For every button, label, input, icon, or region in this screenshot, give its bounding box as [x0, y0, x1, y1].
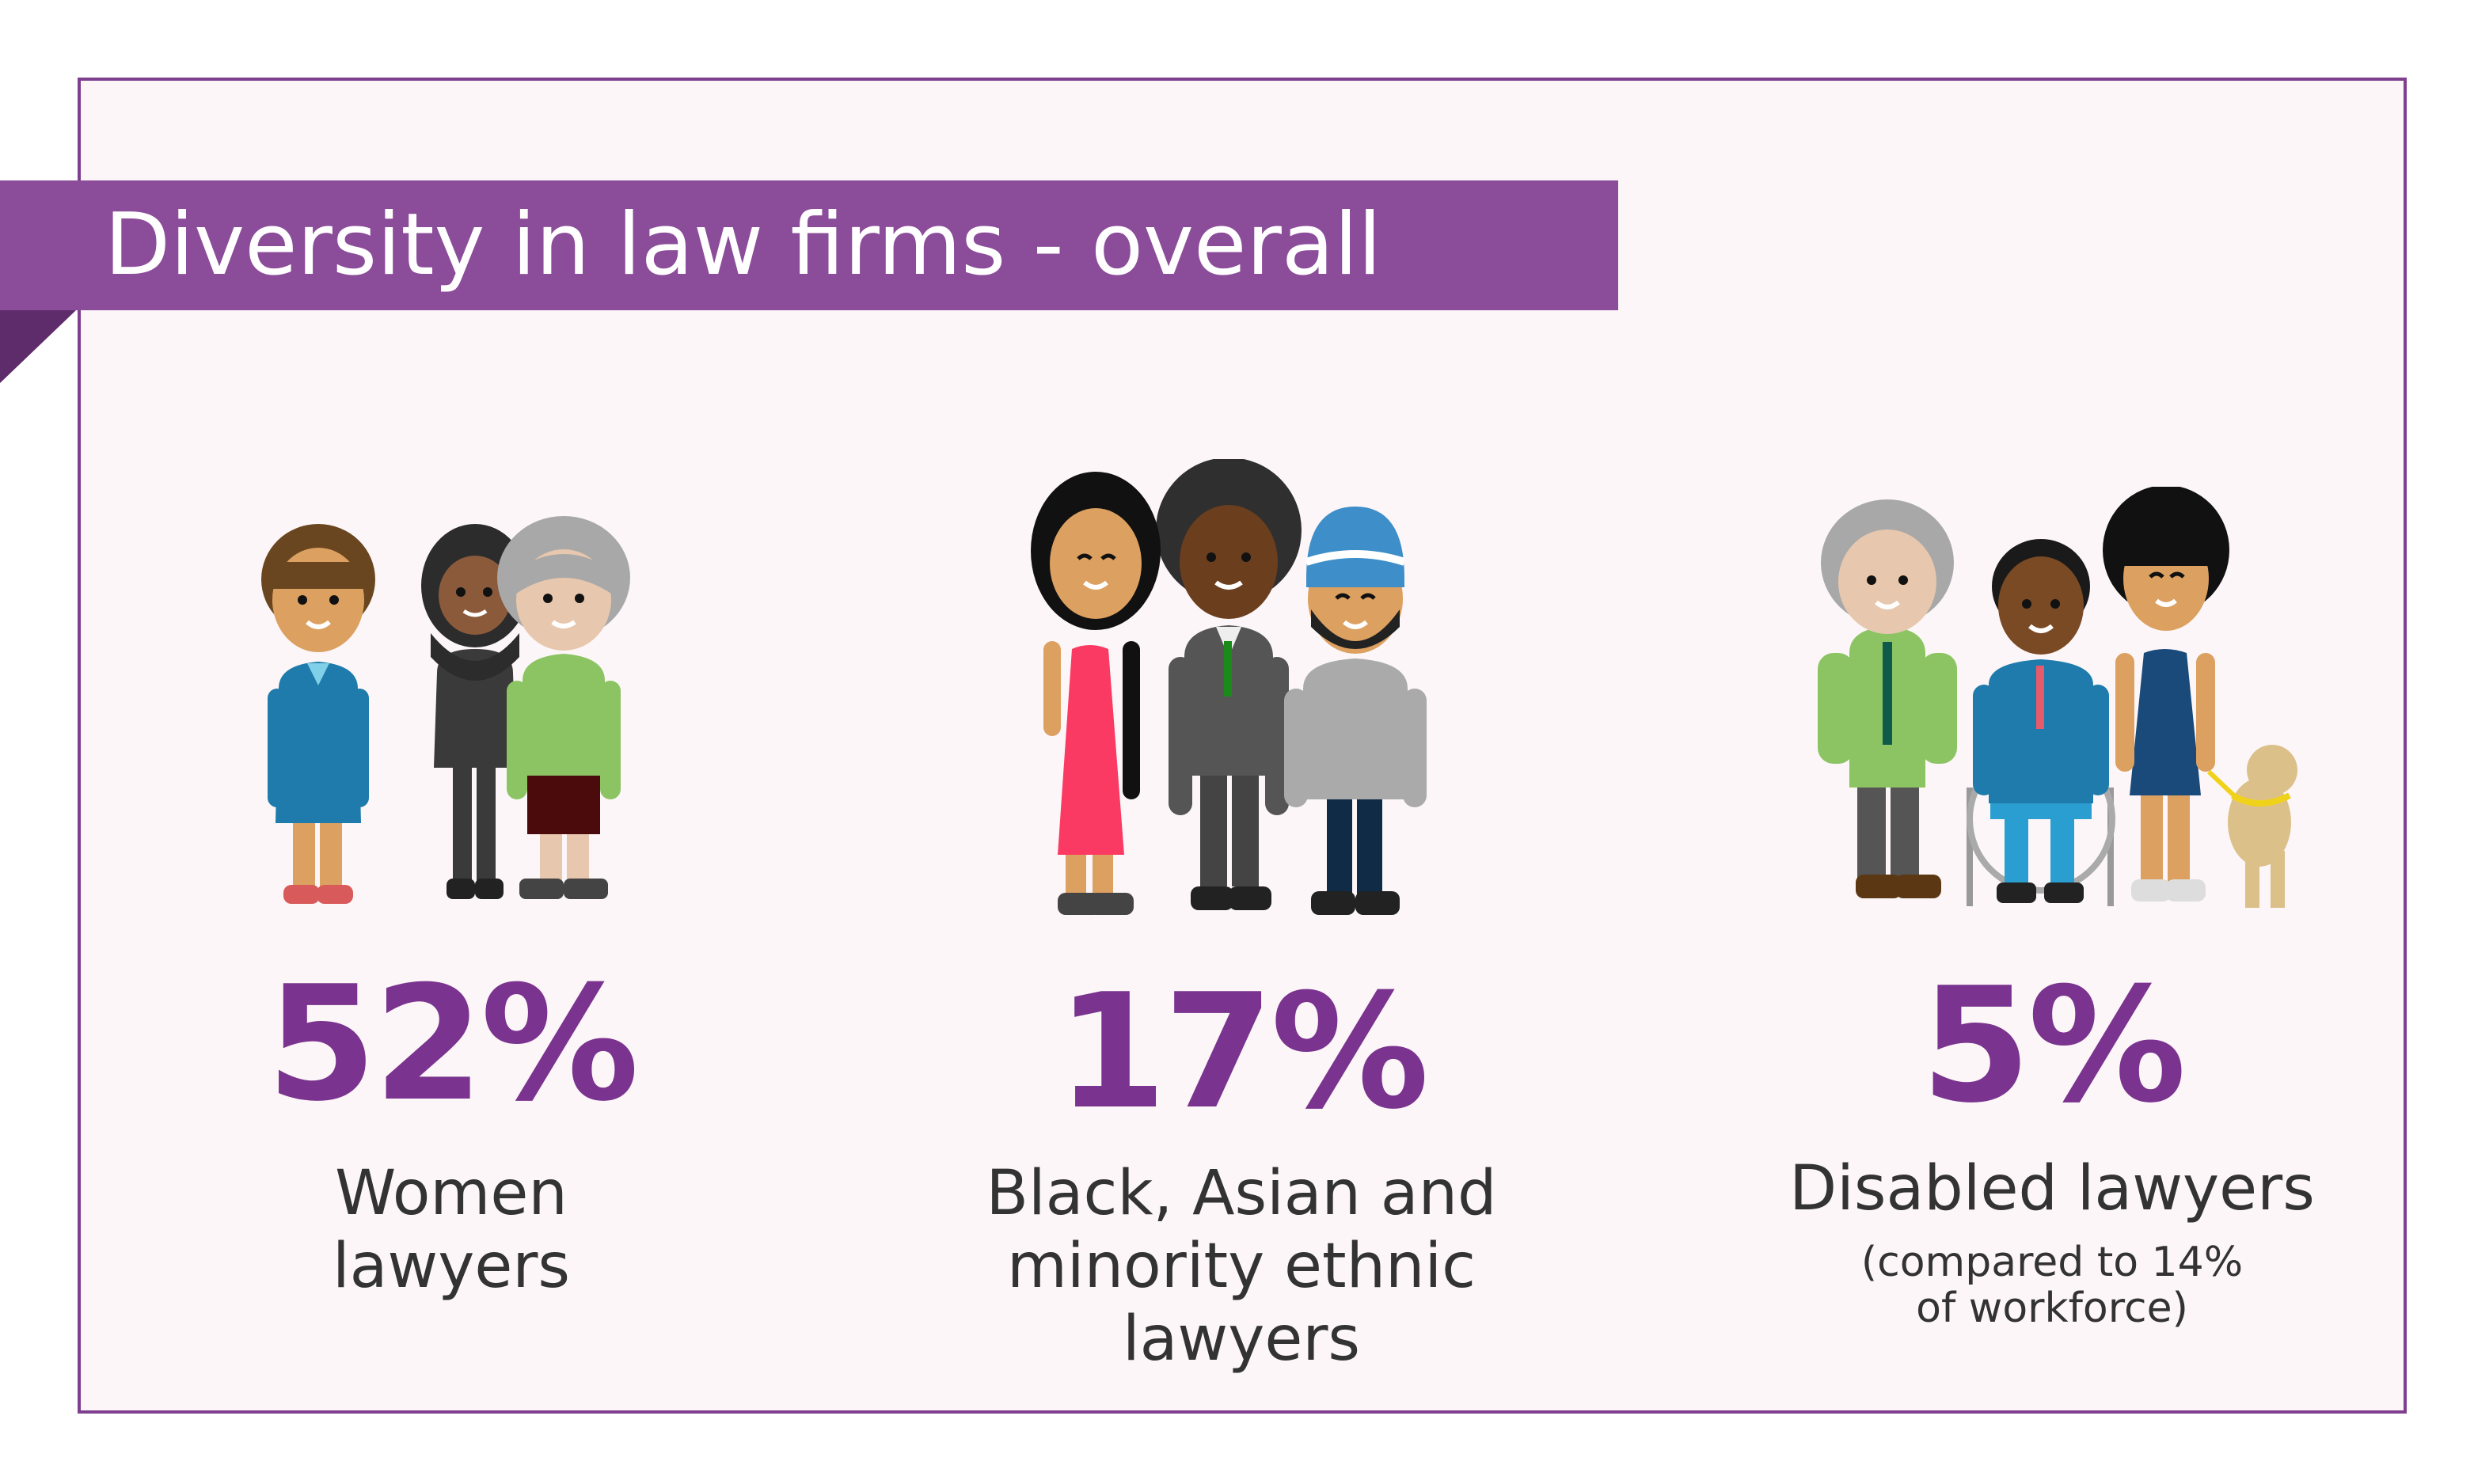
- woman-navy-dress-figure: [2103, 487, 2229, 901]
- title-banner: Diversity in law firms - overall: [0, 180, 1618, 310]
- note-line: of workforce): [1916, 1285, 2188, 1332]
- woman-blue-suit-figure: [261, 524, 375, 904]
- woman-grey-hair-figure: [497, 516, 630, 899]
- label-line: Disabled lawyers: [1789, 1153, 2315, 1224]
- guide-dog-figure: [2206, 745, 2297, 908]
- three-disabled-people-illustration: [1818, 487, 2297, 908]
- label-line: minority ethnic: [1006, 1231, 1476, 1302]
- label-line: Women: [335, 1158, 568, 1229]
- three-women-illustration: [261, 516, 630, 904]
- woman-red-dress-figure: [1031, 472, 1161, 915]
- stat-label-bame: Black, Asian and minority ethnic lawyers: [925, 1157, 1558, 1376]
- stat-value-women: 52%: [266, 952, 640, 1137]
- label-line: lawyers: [332, 1231, 571, 1302]
- man-grey-suit-figure: [1156, 459, 1302, 910]
- stat-label-disabled: Disabled lawyers: [1735, 1152, 2369, 1225]
- note-line: (compared to 14%: [1860, 1239, 2244, 1286]
- man-turban-figure: [1284, 507, 1427, 915]
- stat-value-bame: 17%: [1056, 960, 1430, 1144]
- banner-fold: [0, 310, 76, 383]
- three-minority-ethnic-people-illustration: [1031, 459, 1427, 915]
- man-green-shirt-figure: [1818, 499, 1957, 898]
- stat-label-women: Women lawyers: [253, 1157, 649, 1303]
- stat-note-disabled: (compared to 14% of workforce): [1815, 1239, 2290, 1331]
- man-wheelchair-figure: [1967, 539, 2115, 906]
- woman-hijab-figure: [421, 524, 529, 899]
- stat-value-disabled: 5%: [1921, 954, 2187, 1138]
- label-line: Black, Asian and: [986, 1158, 1497, 1229]
- label-line: lawyers: [1122, 1304, 1361, 1375]
- page-title: Diversity in law firms - overall: [105, 195, 1382, 294]
